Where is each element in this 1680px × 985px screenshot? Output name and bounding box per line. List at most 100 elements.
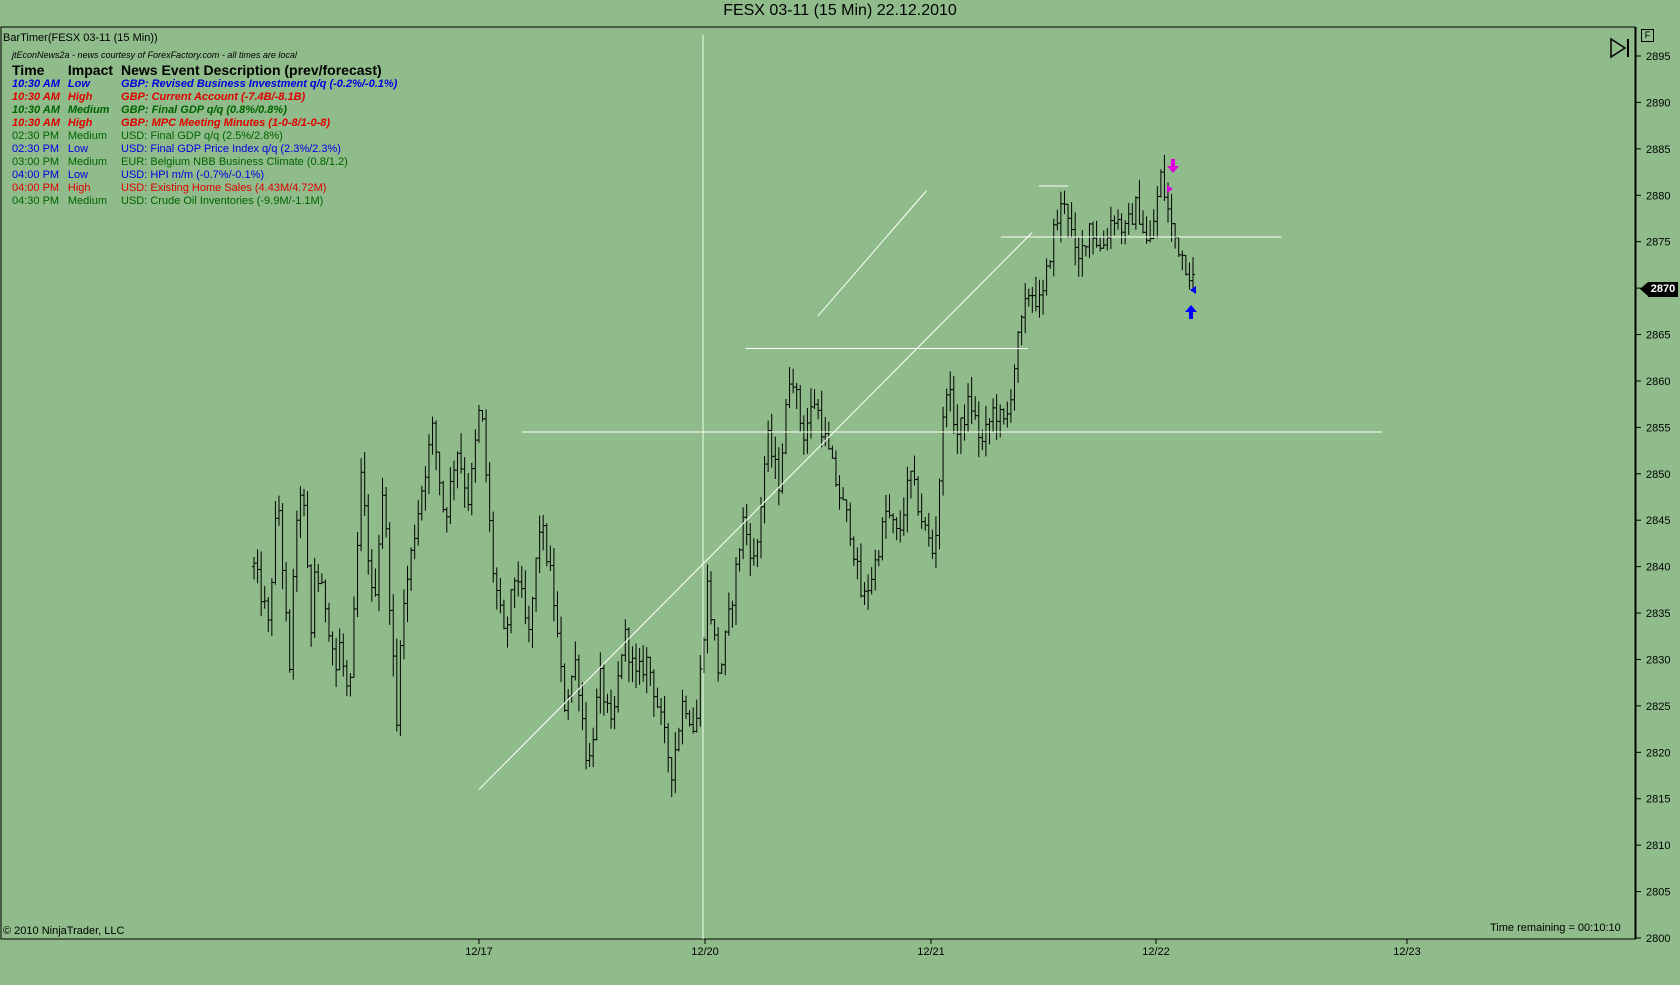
y-tick-label: 2810 [1646,840,1670,852]
news-header-time: Time [12,62,45,78]
news-cell-impact: Low [67,143,89,155]
ohlc-bar [819,390,824,448]
ohlc-bar [509,589,514,634]
ohlc-bar [1130,203,1135,225]
ohlc-bar [1073,212,1078,266]
f-button[interactable]: F [1641,29,1654,42]
ohlc-bar [1119,213,1124,245]
ohlc-bar [601,664,606,716]
ohlc-bar [587,743,592,767]
ohlc-bar [516,561,521,597]
ohlc-bar [730,600,735,628]
ohlc-bar [1019,315,1024,346]
ohlc-bar [1083,245,1088,257]
magenta-down-arrow-icon [1167,159,1179,173]
y-tick-label: 2805 [1646,887,1670,899]
ohlc-bar [376,534,381,612]
ohlc-bar [1076,236,1081,277]
ohlc-bar [1030,286,1035,313]
ohlc-bar [748,523,753,577]
ohlc-bar [359,458,364,552]
ohlc-bar [369,549,374,602]
ohlc-bar [634,643,639,689]
ohlc-bar [848,502,853,546]
ohlc-bar [755,539,760,568]
ohlc-bar [1101,230,1106,249]
y-tick-label: 2815 [1646,794,1670,806]
ohlc-bar [416,499,421,546]
chart-title: FESX 03-11 (15 Min) 22.12.2010 [723,2,957,19]
entry-marker [1167,185,1173,193]
ohlc-bar [880,517,885,561]
ohlc-bar [876,550,881,567]
drawing-tools[interactable] [478,185,1382,790]
news-header-row: Time Impact News Event Description (prev… [12,62,405,78]
ohlc-bar [312,557,317,638]
ohlc-bar [744,504,749,546]
ohlc-bar [1005,401,1010,428]
y-tick-label: 2820 [1646,747,1670,759]
ohlc-bar [1041,279,1046,315]
news-cell-time: 10:30 AM [12,104,60,116]
ohlc-bar [962,404,967,441]
ohlc-bar [584,702,589,770]
news-row: 03:00 PM Medium EUR: Belgium NBB Business … [12,156,405,169]
ohlc-bar [816,398,821,420]
ohlc-bar [873,549,878,591]
ohlc-bar [1008,389,1013,423]
ohlc-bar [1012,364,1017,411]
news-row: 10:30 AM High GBP: MPC Meeting Minutes (1-… [12,117,405,130]
ohlc-bar [1105,228,1110,251]
ohlc-bar [341,633,346,677]
ohlc-bar [476,404,481,443]
ohlc-bar [266,597,271,632]
news-cell-impact: High [67,91,93,103]
ohlc-bar [651,669,656,717]
trend-line[interactable] [817,190,927,317]
ohlc-bar [1069,202,1074,238]
ohlc-bar [659,698,664,725]
ohlc-bar [462,457,467,508]
ohlc-bar [1094,220,1099,248]
ohlc-bar [712,619,717,641]
ohlc-bar [1176,237,1181,258]
ohlc-bar [412,524,417,560]
ohlc-bar [484,409,489,483]
ohlc-bar [444,507,449,533]
ohlc-bar [1037,279,1042,318]
ohlc-bar [630,646,635,683]
ohlc-bar [1051,218,1056,277]
ohlc-bar [966,383,971,432]
ohlc-bar [1048,260,1053,269]
news-table: Time Impact News Event Description (prev… [12,62,405,208]
play-to-end-icon[interactable] [1608,36,1632,60]
y-tick-label: 2830 [1646,654,1670,666]
ohlc-bar [405,565,410,623]
news-row: 10:30 AM Low GBP: Revised Business Investm… [12,78,405,91]
y-tick-label: 2835 [1646,608,1670,620]
ohlc-bar [505,616,510,648]
ohlc-bar [391,594,396,677]
ohlc-bar [519,565,524,599]
ohlc-bar [687,710,692,727]
ohlc-bar [1123,220,1128,245]
ohlc-bar [441,480,446,513]
ohlc-bar [662,695,667,744]
ohlc-bar [1098,237,1103,252]
news-cell-desc: EUR: Belgium NBB Business Climate (0.8/1… [121,156,348,168]
ohlc-bar [366,494,371,575]
ohlc-bar [255,549,260,584]
news-cell-time: 04:30 PM [12,195,60,207]
ohlc-bar [716,627,721,682]
current-price-marker: 2870 [1640,282,1678,297]
ohlc-bar [616,661,621,713]
trend-line[interactable] [478,232,1033,790]
news-cell-desc: GBP: Revised Business Investment q/q (-0… [121,78,398,90]
news-cell-impact: Low [67,169,89,181]
ohlc-bar [691,707,696,734]
news-cell-desc: USD: HPI m/m (-0.7%/-0.1%) [121,169,265,181]
news-cell-time: 02:30 PM [12,130,60,142]
ohlc-bar [912,455,917,486]
ohlc-bar [273,501,278,585]
